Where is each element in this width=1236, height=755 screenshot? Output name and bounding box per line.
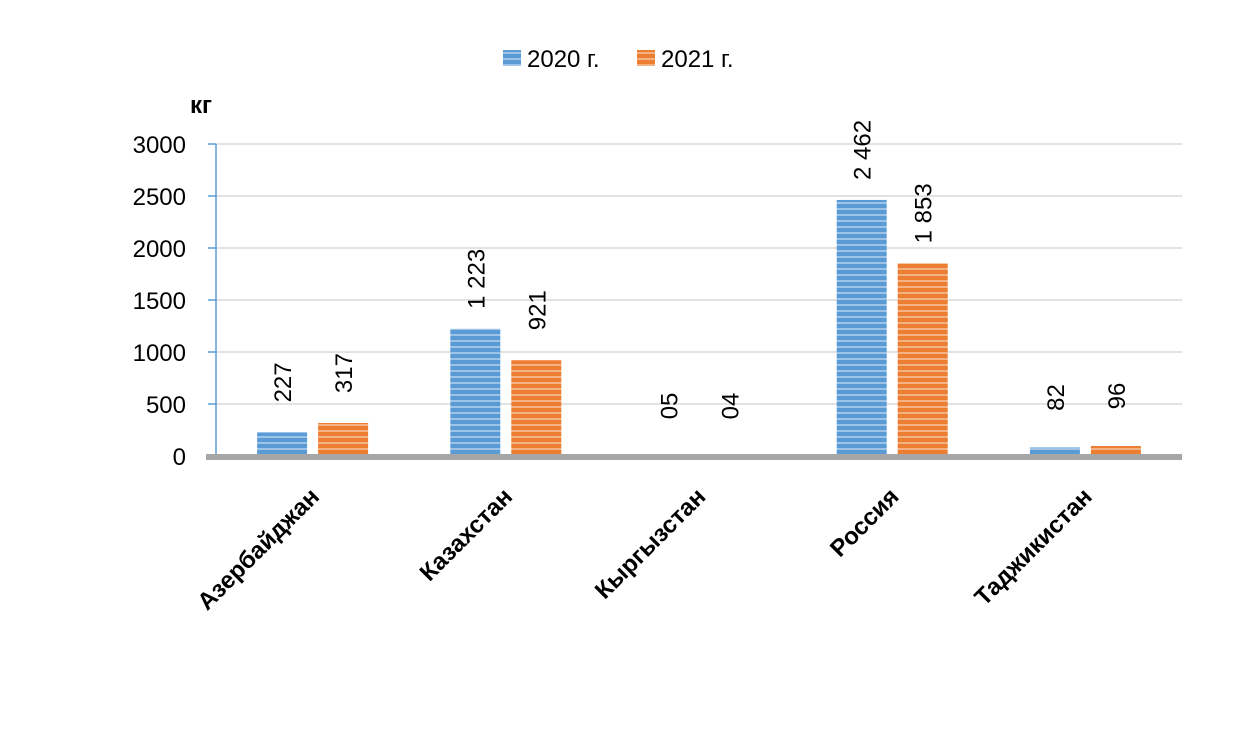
category-label: Азербайджан — [192, 483, 324, 615]
y-tick-label: 2500 — [133, 184, 186, 211]
data-label: 317 — [331, 353, 358, 393]
category-label: Кыргызстан — [590, 483, 711, 604]
gridlines — [216, 143, 1182, 405]
data-labels: 227 317 1 223 921 05 04 2 462 1 853 82 96 — [270, 120, 1131, 419]
bar-2021 — [511, 360, 562, 456]
y-axis-unit-label: кг — [190, 92, 212, 119]
legend-swatch — [637, 50, 655, 66]
bar-2021 — [1090, 446, 1141, 456]
legend: 2020 г. 2021 г. — [503, 46, 734, 73]
category-labels: Азербайджан Казахстан Кыргызстан Россия Тадж… — [192, 483, 1097, 615]
data-label: 227 — [270, 362, 297, 402]
category-label: Таджикистан — [970, 483, 1098, 611]
data-label: 1 223 — [463, 249, 490, 309]
data-label: 04 — [718, 393, 745, 420]
bar-2020 — [836, 199, 887, 456]
y-tick-label: 2000 — [133, 236, 186, 263]
category-label: Россия — [825, 483, 904, 562]
y-tick-label: 1000 — [133, 340, 186, 367]
y-tick-label: 3000 — [133, 132, 186, 159]
y-tick-label: 0 — [173, 444, 186, 471]
y-tick-labels: 0 500 1000 1500 2000 2500 3000 — [133, 132, 186, 471]
bar-2020 — [450, 328, 501, 456]
data-label: 921 — [524, 290, 551, 330]
legend-label: 2021 г. — [661, 46, 734, 73]
bar-2020 — [1029, 447, 1080, 456]
data-label: 1 853 — [911, 183, 938, 243]
bar-2020 — [257, 432, 308, 456]
axes — [208, 143, 217, 457]
y-tick-label: 1500 — [133, 288, 186, 315]
bars — [206, 199, 1182, 460]
category-label: Казахстан — [415, 483, 518, 586]
y-tick-label: 500 — [146, 392, 186, 419]
data-label: 82 — [1043, 384, 1070, 411]
data-label: 05 — [657, 393, 684, 420]
bar-2021 — [897, 263, 948, 456]
legend-swatch — [503, 50, 521, 66]
data-label: 2 462 — [850, 120, 877, 180]
bar-2021 — [318, 423, 369, 456]
legend-label: 2020 г. — [527, 46, 600, 73]
data-label: 96 — [1104, 383, 1131, 410]
